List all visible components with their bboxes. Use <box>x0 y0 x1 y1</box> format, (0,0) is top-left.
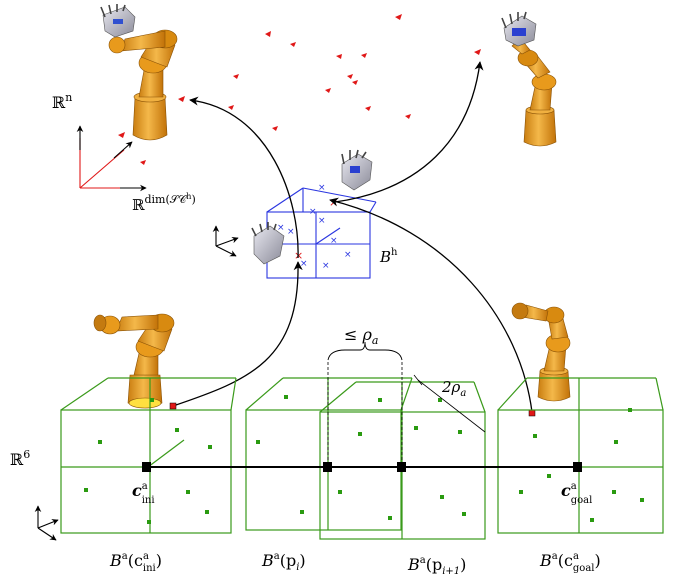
svg-text:×: × <box>344 250 352 260</box>
robot-arm-icon <box>501 11 557 147</box>
svg-text:×: × <box>309 207 317 217</box>
sample-marker <box>140 160 146 165</box>
robot-hand-icon <box>100 4 136 38</box>
two-rho-label: 2ρa <box>441 378 466 399</box>
red-marker <box>528 409 536 417</box>
arm-cube-samples <box>84 395 644 524</box>
arm-cube-goal <box>497 377 664 534</box>
c-ini-label: ca ini <box>132 481 155 506</box>
rn-label: ℝn <box>52 91 72 112</box>
configuration-path <box>142 462 582 472</box>
svg-text:×: × <box>287 227 295 237</box>
rho-dimension <box>327 341 486 467</box>
sample-marker <box>325 88 331 93</box>
c-goal-label: ca goal <box>561 481 592 506</box>
arm-cube-pi <box>245 377 413 531</box>
hand-local-axes <box>212 225 239 257</box>
sample-marker <box>178 96 185 102</box>
sample-marker <box>336 54 342 59</box>
config-node-pi1 <box>397 462 406 472</box>
svg-text:×: × <box>300 259 308 269</box>
sample-marker <box>365 106 371 111</box>
robot-arm-icon <box>100 4 178 141</box>
robot-arm-icon <box>511 302 571 402</box>
arrow-ini-to-hand <box>172 261 303 407</box>
red-marker <box>169 402 177 410</box>
robot-arm-icon <box>93 313 175 409</box>
ba-goal-label: Ba(ca goal) <box>539 551 601 574</box>
hand-cube-samples: × × × × × × × × × <box>277 183 352 271</box>
arm-cube-pi1 <box>319 381 486 540</box>
sample-marker <box>347 74 353 79</box>
sample-marker <box>352 80 358 85</box>
arrow-goal-to-hand <box>329 197 533 413</box>
hand-space-samples <box>118 14 481 165</box>
config-node-goal <box>573 462 582 472</box>
robot-hand-icon <box>251 222 285 265</box>
sample-marker <box>233 74 239 79</box>
rn-axes <box>76 125 147 192</box>
mapping-arrows <box>172 61 533 413</box>
robot-hand-icon <box>341 149 373 191</box>
arrow-hand-to-top-left <box>189 96 299 259</box>
rdim-label: ℝdim(𝒮𝒞h) <box>132 192 196 214</box>
svg-text:×: × <box>318 183 326 193</box>
bh-label: Bh <box>379 247 398 266</box>
r6-axes <box>34 505 59 541</box>
svg-text:×: × <box>322 261 330 271</box>
sample-marker <box>118 132 125 138</box>
arrow-hand-to-top-right <box>334 61 484 203</box>
svg-text:×: × <box>277 223 285 233</box>
ba-pi1-label: Ba(pi+1) <box>407 555 466 577</box>
ba-ini-label: Ba(ca ini) <box>109 551 162 574</box>
svg-text:×: × <box>330 236 338 246</box>
robot-hand-icon <box>501 11 537 47</box>
r6-label: ℝ6 <box>10 448 30 469</box>
svg-text:×: × <box>318 216 326 226</box>
sample-marker <box>290 42 296 47</box>
sample-marker <box>361 53 367 58</box>
sample-marker <box>474 49 481 55</box>
sample-marker <box>228 105 234 110</box>
config-node-pi <box>323 462 332 472</box>
sample-marker <box>265 31 271 37</box>
ba-pi-label: Ba(pi) <box>261 551 306 573</box>
rho-bound-label: ≤ ρa <box>344 325 378 347</box>
red-marker: × <box>329 196 338 209</box>
sample-marker <box>395 14 402 20</box>
config-node-ini <box>142 462 151 472</box>
sample-marker <box>272 126 278 131</box>
sample-marker <box>405 114 411 119</box>
